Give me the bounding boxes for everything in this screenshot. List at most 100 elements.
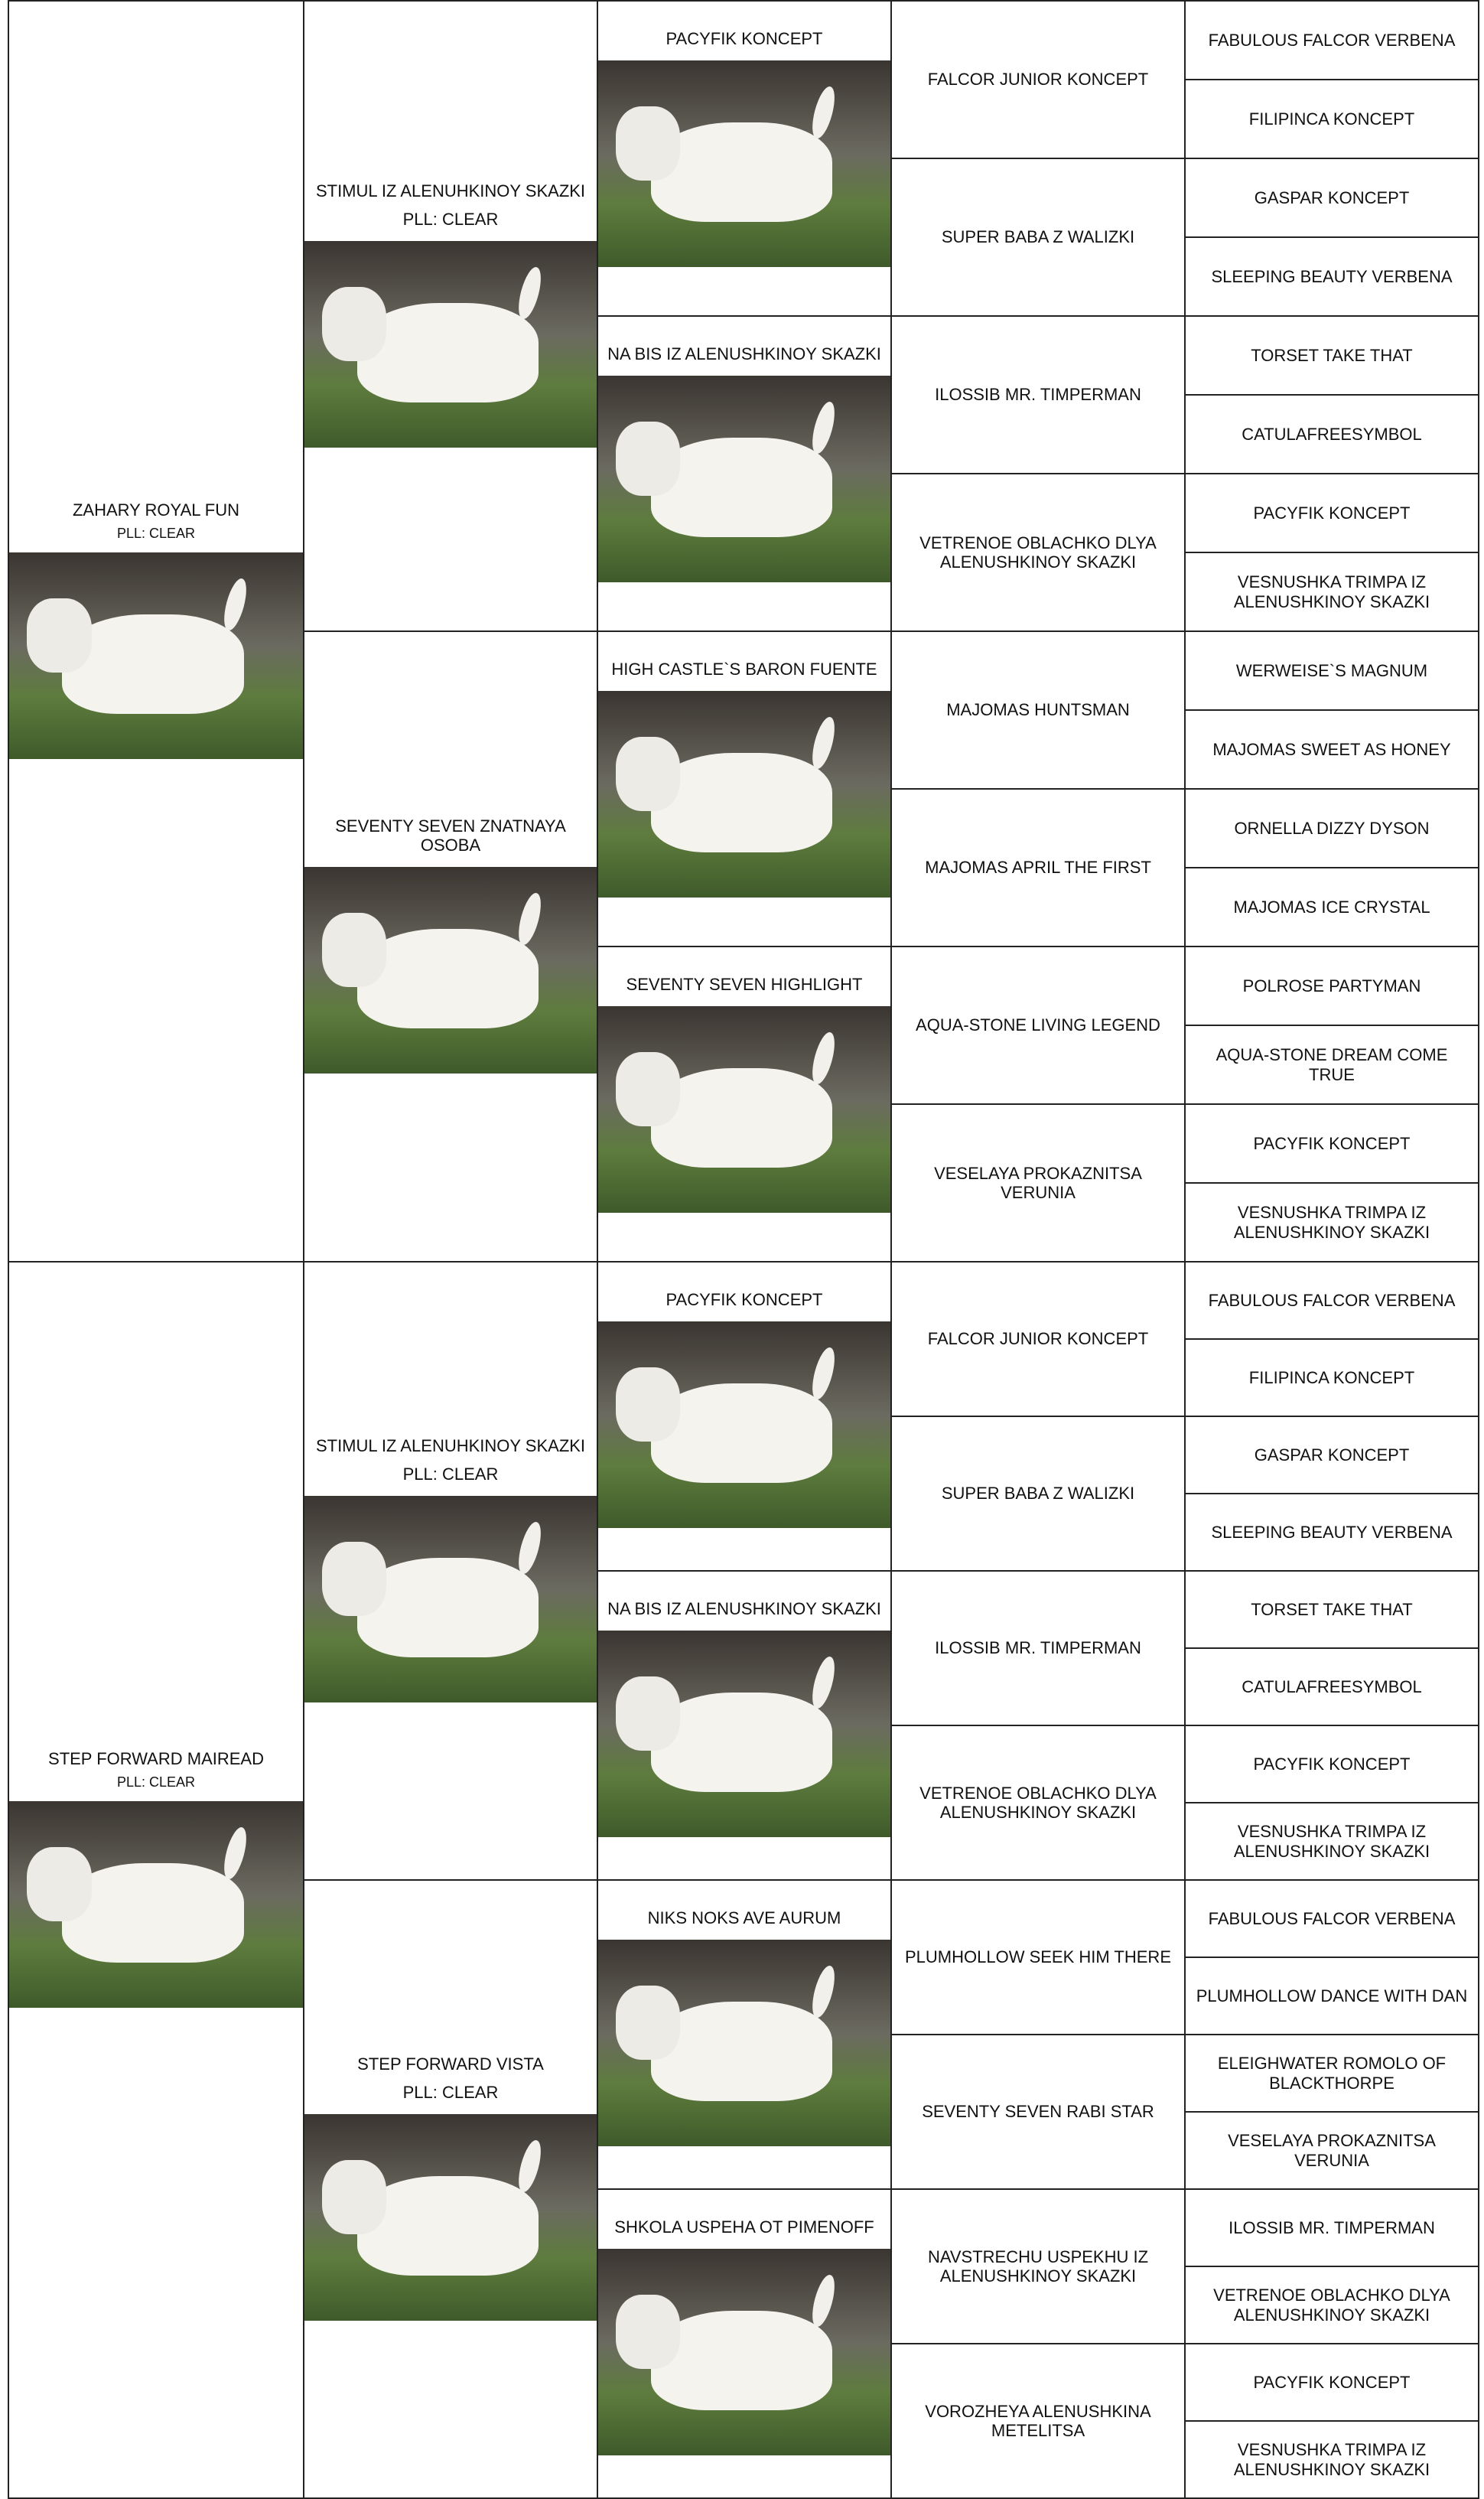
- dog-body: [356, 929, 539, 1028]
- pedigree-cell: MAJOMAS APRIL THE FIRST: [890, 788, 1186, 947]
- dog-photo: [304, 1496, 597, 1703]
- dog-head: [615, 106, 680, 181]
- great-grandparent-name: SUPER BABA Z WALIZKI: [941, 1484, 1135, 1504]
- dog-tail: [513, 890, 545, 947]
- dog-body: [62, 614, 245, 714]
- pedigree-cell: WERWEISE`S MAGNUM: [1184, 630, 1479, 711]
- great-grandparent-name: VESELAYA PROKAZNITSA VERUNIA: [934, 1163, 1142, 1202]
- pedigree-cell: PACYFIK KONCEPT: [1184, 2343, 1479, 2422]
- dog-body: [650, 2311, 832, 2410]
- pedigree-cell: PACYFIK KONCEPT: [597, 0, 892, 317]
- pedigree-cell: SLEEPING BEAUTY VERBENA: [1184, 1493, 1479, 1572]
- pedigree-cell: TORSET TAKE THAT: [1184, 1570, 1479, 1649]
- parent-name: STEP FORWARD VISTA: [357, 2054, 544, 2074]
- dog-head: [321, 912, 386, 987]
- great-great-grandparent-name: VESNUSHKA TRIMPA IZ ALENUSHKINOY SKAZKI: [1233, 572, 1430, 611]
- dog-head: [615, 736, 680, 811]
- great-grandparent-name: FALCOR JUNIOR KONCEPT: [927, 70, 1149, 90]
- great-great-grandparent-name: WERWEISE`S MAGNUM: [1235, 660, 1428, 680]
- great-great-grandparent-name: SLEEPING BEAUTY VERBENA: [1211, 266, 1453, 286]
- great-great-grandparent-name: VESNUSHKA TRIMPA IZ ALENUSHKINOY SKAZKI: [1233, 1203, 1430, 1242]
- great-great-grandparent-name: FABULOUS FALCOR VERBENA: [1208, 1908, 1456, 1928]
- pedigree-cell: AQUA-STONE LIVING LEGEND: [890, 946, 1186, 1105]
- great-great-grandparent-name: CATULAFREESYMBOL: [1242, 1676, 1422, 1696]
- pedigree-cell: SEVENTY SEVEN RABI STAR: [890, 2034, 1186, 2190]
- pedigree-cell: CATULAFREESYMBOL: [1184, 394, 1479, 474]
- dog-photo: [304, 2114, 597, 2321]
- great-great-grandparent-name: ELEIGHWATER ROMOLO OF BLACKTHORPE: [1217, 2054, 1447, 2093]
- dog-photo: [598, 1321, 890, 1529]
- great-great-grandparent-name: GASPAR KONCEPT: [1254, 1445, 1410, 1465]
- grandparent-name: SHKOLA USPEHA OT PIMENOFF: [614, 2217, 874, 2237]
- dog-tail: [807, 1963, 839, 2020]
- dog-photo: [304, 867, 597, 1074]
- dog-photo: [598, 2249, 890, 2456]
- dog-body: [650, 438, 832, 537]
- pedigree-cell: VESNUSHKA TRIMPA IZ ALENUSHKINOY SKAZKI: [1184, 1802, 1479, 1881]
- dog-tail: [513, 264, 545, 321]
- grandparent-name: PACYFIK KONCEPT: [666, 29, 823, 48]
- pedigree-cell: HIGH CASTLE`S BARON FUENTE: [597, 630, 892, 947]
- pedigree-cell: ORNELLA DIZZY DYSON: [1184, 788, 1479, 868]
- great-grandparent-name: MAJOMAS HUNTSMAN: [946, 700, 1130, 720]
- pedigree-cell: PLUMHOLLOW SEEK HIM THERE: [890, 1879, 1186, 2035]
- dog-photo: [304, 241, 597, 448]
- great-great-grandparent-name: VETRENOE OBLACHKO DLYA ALENUSHKINOY SKAZ…: [1213, 2286, 1450, 2325]
- pedigree-cell: GASPAR KONCEPT: [1184, 158, 1479, 238]
- great-grandparent-name: PLUMHOLLOW SEEK HIM THERE: [905, 1947, 1171, 1967]
- pedigree-cell: STIMUL IZ ALENUHKINOY SKAZKI PLL: CLEAR: [303, 0, 598, 632]
- pedigree-cell: PACYFIK KONCEPT: [1184, 1725, 1479, 1803]
- dog-head: [27, 1846, 92, 1921]
- parent-name: STIMUL IZ ALENUHKINOY SKAZKI: [315, 1435, 586, 1455]
- pedigree-cell: VESELAYA PROKAZNITSA VERUNIA: [890, 1103, 1186, 1263]
- dog-tail: [220, 1824, 251, 1882]
- great-great-grandparent-name: MAJOMAS SWEET AS HONEY: [1212, 739, 1451, 759]
- pedigree-cell: POLROSE PARTYMAN: [1184, 946, 1479, 1026]
- pedigree-cell: FABULOUS FALCOR VERBENA: [1184, 0, 1479, 80]
- dog-photo: [598, 60, 890, 268]
- dog-head: [321, 286, 386, 361]
- great-great-grandparent-name: VESNUSHKA TRIMPA IZ ALENUSHKINOY SKAZKI: [1233, 2440, 1430, 2479]
- dog-body: [356, 303, 539, 402]
- dog-body: [650, 1383, 832, 1483]
- great-great-grandparent-name: GASPAR KONCEPT: [1254, 187, 1410, 207]
- great-grandparent-name: NAVSTRECHU USPEKHU IZ ALENUSHKINOY SKAZK…: [927, 2246, 1149, 2286]
- dog-tail: [807, 399, 839, 456]
- pll-status: PLL: CLEAR: [116, 526, 196, 542]
- great-great-grandparent-name: VESNUSHKA TRIMPA IZ ALENUSHKINOY SKAZKI: [1233, 1822, 1430, 1861]
- dog-photo: [598, 1940, 890, 2147]
- dog-tail: [807, 83, 839, 141]
- great-great-grandparent-name: FABULOUS FALCOR VERBENA: [1208, 1290, 1456, 1310]
- dog-head: [27, 598, 92, 673]
- pedigree-cell: GASPAR KONCEPT: [1184, 1416, 1479, 1494]
- dog-head: [615, 421, 680, 496]
- great-great-grandparent-name: VESELAYA PROKAZNITSA VERUNIA: [1228, 2131, 1436, 2170]
- dog-body: [356, 2176, 539, 2276]
- grandparent-name: HIGH CASTLE`S BARON FUENTE: [611, 660, 877, 679]
- pedigree-cell: SHKOLA USPEHA OT PIMENOFF: [597, 2188, 892, 2499]
- great-great-grandparent-name: PACYFIK KONCEPT: [1253, 2372, 1411, 2392]
- great-great-grandparent-name: MAJOMAS ICE CRYSTAL: [1233, 897, 1430, 917]
- pll-status: PLL: CLEAR: [116, 1774, 196, 1790]
- pedigree-cell: SUPER BABA Z WALIZKI: [890, 1416, 1186, 1572]
- pedigree-cell: MAJOMAS ICE CRYSTAL: [1184, 867, 1479, 947]
- grandparent-name: NA BIS IZ ALENUSHKINOY SKAZKI: [607, 1599, 881, 1618]
- pedigree-cell: VETRENOE OBLACHKO DLYA ALENUSHKINOY SKAZ…: [890, 473, 1186, 632]
- dog-head: [615, 1051, 680, 1126]
- pedigree-cell: FABULOUS FALCOR VERBENA: [1184, 1879, 1479, 1958]
- pedigree-cell: SEVENTY SEVEN ZNATNAYA OSOBA: [303, 630, 598, 1263]
- great-grandparent-name: VETRENOE OBLACHKO DLYA ALENUSHKINOY SKAZ…: [919, 533, 1157, 572]
- dog-body: [356, 1558, 539, 1657]
- dog-photo: [598, 376, 890, 583]
- dog-photo: [598, 1006, 890, 1214]
- dog-photo: [598, 1631, 890, 1838]
- great-grandparent-name: VETRENOE OBLACHKO DLYA ALENUSHKINOY SKAZ…: [919, 1783, 1157, 1822]
- pll-status: PLL: CLEAR: [402, 1465, 499, 1484]
- dog-body: [650, 753, 832, 852]
- dog-tail: [513, 1519, 545, 1576]
- pedigree-cell: SUPER BABA Z WALIZKI: [890, 158, 1186, 317]
- pedigree-cell: PACYFIK KONCEPT: [1184, 1103, 1479, 1184]
- pedigree-cell: PACYFIK KONCEPT: [1184, 473, 1479, 553]
- dog-body: [650, 122, 832, 222]
- dog-photo: [598, 691, 890, 898]
